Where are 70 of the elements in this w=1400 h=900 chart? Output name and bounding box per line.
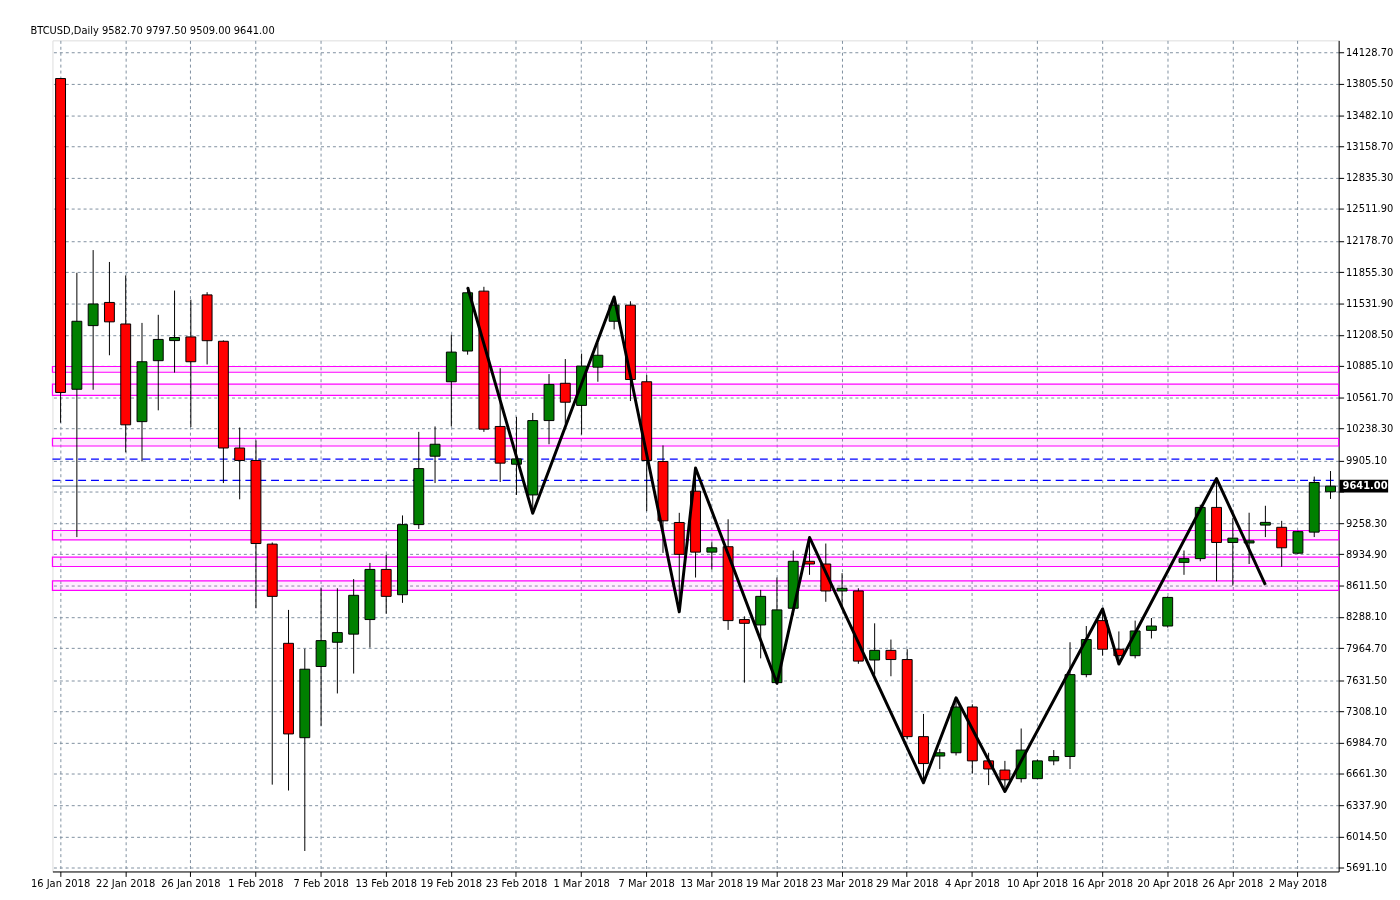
y-tick-label: 12178.70 — [1346, 235, 1394, 247]
candlestick — [836, 572, 848, 608]
x-tick-label: 16 Jan 2018 — [30, 877, 91, 889]
candlestick — [1178, 549, 1190, 576]
x-tick-label: 16 Apr 2018 — [1072, 877, 1134, 889]
candlestick — [869, 622, 881, 676]
y-tick-label: 11531.90 — [1346, 297, 1394, 309]
x-tick-label: 10 Apr 2018 — [1006, 877, 1068, 889]
candlestick — [1325, 470, 1336, 500]
y-tick-label: 10885.10 — [1346, 360, 1394, 372]
candlestick — [152, 314, 164, 411]
candlestick — [1243, 512, 1255, 565]
y-tick-label: 12835.30 — [1346, 172, 1394, 184]
x-tick-label: 20 Apr 2018 — [1137, 877, 1199, 889]
x-tick-label: 26 Apr 2018 — [1202, 877, 1264, 889]
x-tick-label: 19 Mar 2018 — [745, 877, 809, 889]
candlestick — [169, 290, 180, 374]
candlestick — [1145, 617, 1157, 639]
candlestick — [429, 425, 441, 484]
y-tick-label: 11855.30 — [1346, 266, 1394, 278]
candlestick — [1259, 505, 1271, 538]
y-tick-label: 6014.50 — [1346, 830, 1387, 842]
candlestick — [559, 358, 571, 425]
candlestick — [1276, 520, 1288, 568]
y-tick-label: 13158.70 — [1346, 140, 1394, 152]
x-tick-label: 1 Mar 2018 — [553, 877, 610, 889]
candlestick — [1227, 517, 1239, 587]
y-tick-label: 10561.70 — [1346, 391, 1394, 403]
candlestick — [738, 615, 750, 684]
x-tick-label: 13 Mar 2018 — [680, 877, 744, 889]
chart-title: BTCUSD,Daily 9582.70 9797.50 9509.00 9641.00 — [30, 25, 275, 37]
y-tick-label: 7308.10 — [1346, 705, 1387, 717]
y-tick-label: 8611.50 — [1346, 580, 1387, 592]
y-tick-label: 7964.70 — [1346, 642, 1387, 654]
x-tick-label: 7 Feb 2018 — [293, 877, 349, 889]
y-tick-label: 12511.90 — [1346, 203, 1394, 215]
candlestick — [331, 587, 343, 694]
y-tick-label: 9258.30 — [1346, 517, 1387, 529]
x-tick-label: 29 Mar 2018 — [875, 877, 939, 889]
x-tick-label: 23 Feb 2018 — [485, 877, 548, 889]
x-tick-label: 1 Feb 2018 — [228, 877, 284, 889]
x-tick-label: 22 Jan 2018 — [96, 877, 156, 889]
candlestick — [934, 748, 946, 770]
y-tick-label: 13482.10 — [1346, 109, 1394, 121]
y-tick-label: 11208.50 — [1346, 329, 1394, 341]
x-tick-label: 26 Jan 2018 — [161, 877, 221, 889]
y-tick-label: 10238.30 — [1346, 422, 1394, 434]
x-tick-label: 13 Feb 2018 — [355, 877, 417, 889]
y-tick-label: 9905.10 — [1346, 455, 1387, 467]
candlestick — [706, 541, 718, 570]
candlestick — [103, 261, 115, 356]
x-tick-label: 2 May 2018 — [1268, 877, 1328, 889]
y-tick-label: 8934.90 — [1346, 548, 1387, 560]
candlestick — [885, 639, 897, 677]
candlestick — [234, 427, 246, 500]
candlestick — [87, 249, 99, 391]
x-tick-label: 7 Mar 2018 — [618, 877, 675, 889]
x-tick-label: 4 Apr 2018 — [944, 877, 1000, 889]
ref-line-label: 9641.00 — [1342, 480, 1388, 492]
y-tick-label: 6337.90 — [1346, 799, 1387, 811]
x-tick-label: 19 Feb 2018 — [420, 877, 483, 889]
y-tick-label: 5691.10 — [1346, 862, 1387, 874]
y-tick-label: 6984.70 — [1346, 737, 1387, 749]
candlestick — [592, 342, 604, 383]
x-tick-label: 23 Mar 2018 — [810, 877, 874, 889]
y-tick-label: 7631.50 — [1346, 674, 1387, 686]
y-tick-label: 6661.30 — [1346, 768, 1387, 780]
y-tick-label: 8288.10 — [1346, 611, 1387, 623]
y-tick-label: 13805.50 — [1346, 78, 1394, 90]
y-tick-label: 14128.70 — [1346, 47, 1394, 59]
